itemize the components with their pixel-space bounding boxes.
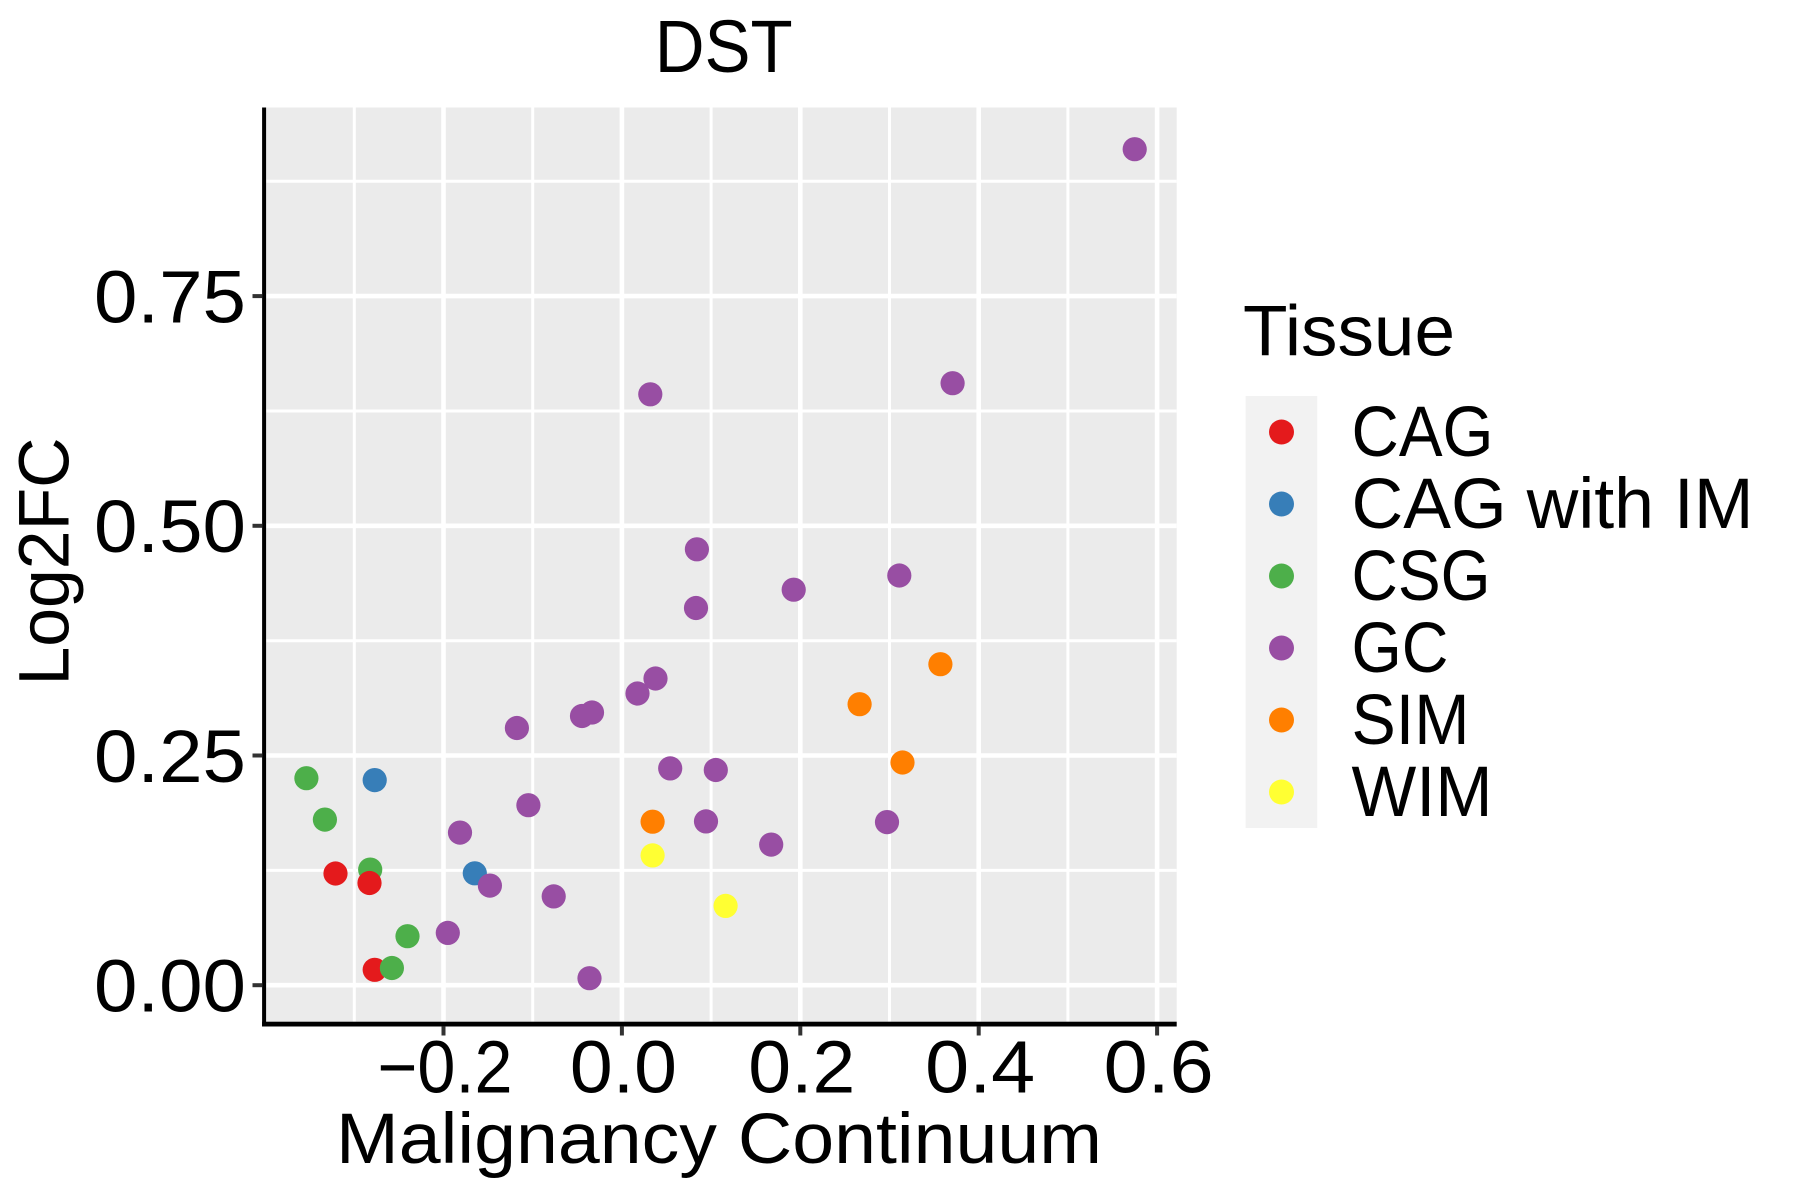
- svg-text:0.0: 0.0: [570, 1025, 677, 1108]
- svg-text:CAG: CAG: [1352, 393, 1494, 472]
- svg-text:0.4: 0.4: [925, 1025, 1035, 1108]
- svg-text:Malignancy Continuum: Malignancy Continuum: [336, 1100, 1102, 1179]
- svg-text:0.50: 0.50: [94, 485, 246, 568]
- svg-text:SIM: SIM: [1352, 681, 1470, 760]
- svg-text:Log2FC: Log2FC: [6, 438, 85, 686]
- svg-text:GC: GC: [1352, 609, 1449, 688]
- svg-text:0.25: 0.25: [94, 715, 246, 798]
- svg-text:0.2: 0.2: [748, 1025, 855, 1108]
- svg-text:CAG with IM: CAG with IM: [1352, 465, 1754, 544]
- svg-text:DST: DST: [655, 5, 793, 88]
- svg-text:CSG: CSG: [1352, 537, 1491, 616]
- svg-text:0.75: 0.75: [94, 255, 246, 338]
- svg-text:0.00: 0.00: [94, 945, 246, 1028]
- svg-text:−0.2: −0.2: [378, 1025, 513, 1108]
- svg-text:WIM: WIM: [1352, 753, 1493, 832]
- svg-text:0.6: 0.6: [1104, 1025, 1214, 1108]
- svg-text:Tissue: Tissue: [1243, 293, 1455, 372]
